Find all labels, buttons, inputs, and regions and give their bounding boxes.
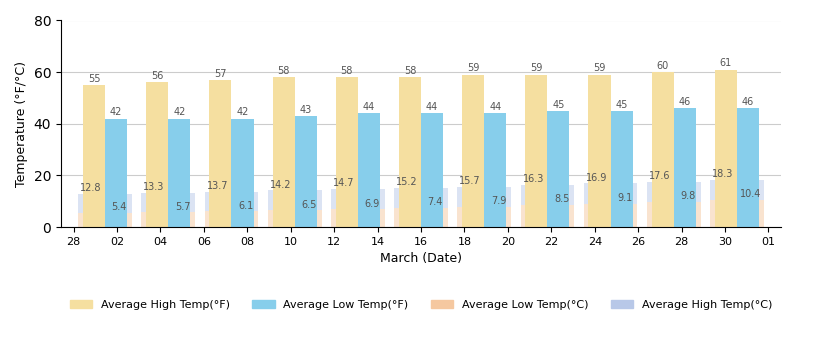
Bar (520, 185, 574, 205)
Text: 15.7: 15.7 (459, 176, 481, 186)
Text: 45: 45 (615, 100, 627, 110)
Text: 9.1: 9.1 (618, 193, 632, 203)
Text: 6.9: 6.9 (364, 198, 379, 209)
Text: 58: 58 (403, 66, 416, 76)
Legend: Average High Temp(°F), Average Low Temp(°F), Average Low Temp(°C), Average High : Average High Temp(°F), Average Low Temp(… (66, 296, 777, 315)
Bar (141, 212, 195, 227)
Bar (715, 70, 737, 227)
Bar (78, 194, 132, 213)
Text: 43: 43 (300, 105, 312, 115)
Bar (168, 119, 190, 227)
Text: 6.1: 6.1 (238, 201, 253, 211)
Bar (710, 200, 764, 227)
Bar (394, 208, 448, 227)
Text: 60: 60 (657, 61, 669, 71)
Text: 59: 59 (467, 63, 479, 73)
Text: 58: 58 (340, 66, 353, 76)
Text: 57: 57 (214, 69, 227, 79)
Text: 42: 42 (237, 108, 249, 117)
Text: 14.7: 14.7 (333, 178, 354, 188)
Text: 56: 56 (151, 71, 164, 81)
Bar (462, 75, 484, 227)
Bar (647, 182, 701, 202)
Text: 59: 59 (593, 63, 606, 73)
Bar (674, 108, 696, 227)
Bar (525, 75, 547, 227)
Text: 5.7: 5.7 (175, 202, 190, 212)
Bar (484, 113, 506, 227)
Bar (295, 116, 317, 227)
Bar (647, 202, 701, 227)
Bar (146, 83, 168, 227)
Bar (611, 111, 632, 227)
Bar (358, 113, 380, 227)
Bar (331, 189, 384, 209)
Text: 14.2: 14.2 (270, 180, 291, 190)
Text: 15.2: 15.2 (396, 177, 417, 187)
Text: 16.3: 16.3 (522, 174, 544, 184)
Bar (737, 108, 759, 227)
Text: 44: 44 (426, 102, 438, 112)
Text: 12.8: 12.8 (81, 183, 101, 193)
Bar (547, 111, 569, 227)
Text: 44: 44 (363, 102, 375, 112)
Bar (421, 113, 443, 227)
Bar (583, 184, 637, 203)
Text: 17.6: 17.6 (649, 171, 671, 181)
Bar (209, 80, 232, 227)
Bar (105, 119, 127, 227)
Bar (520, 205, 574, 227)
Text: 58: 58 (277, 66, 290, 76)
Bar (394, 188, 448, 208)
Bar (710, 180, 764, 200)
Bar (83, 85, 105, 227)
Text: 44: 44 (489, 102, 501, 112)
Bar (652, 72, 674, 227)
Y-axis label: Temperature (°F/°C): Temperature (°F/°C) (15, 61, 28, 187)
Text: 13.7: 13.7 (207, 181, 228, 191)
Bar (588, 75, 611, 227)
X-axis label: March (Date): March (Date) (380, 252, 462, 265)
Text: 6.5: 6.5 (301, 199, 316, 210)
Text: 7.4: 7.4 (427, 197, 443, 207)
Text: 46: 46 (742, 97, 754, 107)
Text: 18.3: 18.3 (712, 169, 734, 179)
Text: 8.5: 8.5 (554, 194, 569, 205)
Text: 13.3: 13.3 (144, 182, 165, 192)
Text: 42: 42 (173, 108, 186, 117)
Text: 42: 42 (110, 108, 122, 117)
Bar (205, 211, 258, 227)
Text: 10.4: 10.4 (740, 189, 762, 199)
Text: 55: 55 (88, 74, 100, 84)
Bar (78, 213, 132, 227)
Bar (268, 210, 321, 227)
Bar (205, 192, 258, 211)
Bar (272, 77, 295, 227)
Bar (331, 209, 384, 227)
Text: 61: 61 (720, 58, 732, 68)
Bar (232, 119, 254, 227)
Bar (583, 203, 637, 227)
Bar (399, 77, 421, 227)
Text: 16.9: 16.9 (586, 173, 607, 183)
Bar (268, 190, 321, 210)
Text: 5.4: 5.4 (112, 202, 127, 212)
Bar (141, 193, 195, 212)
Text: 7.9: 7.9 (491, 196, 506, 206)
Bar (335, 77, 358, 227)
Text: 59: 59 (530, 63, 543, 73)
Text: 45: 45 (552, 100, 564, 110)
Bar (457, 207, 511, 227)
Text: 46: 46 (679, 97, 691, 107)
Text: 9.8: 9.8 (681, 191, 696, 201)
Bar (457, 186, 511, 207)
